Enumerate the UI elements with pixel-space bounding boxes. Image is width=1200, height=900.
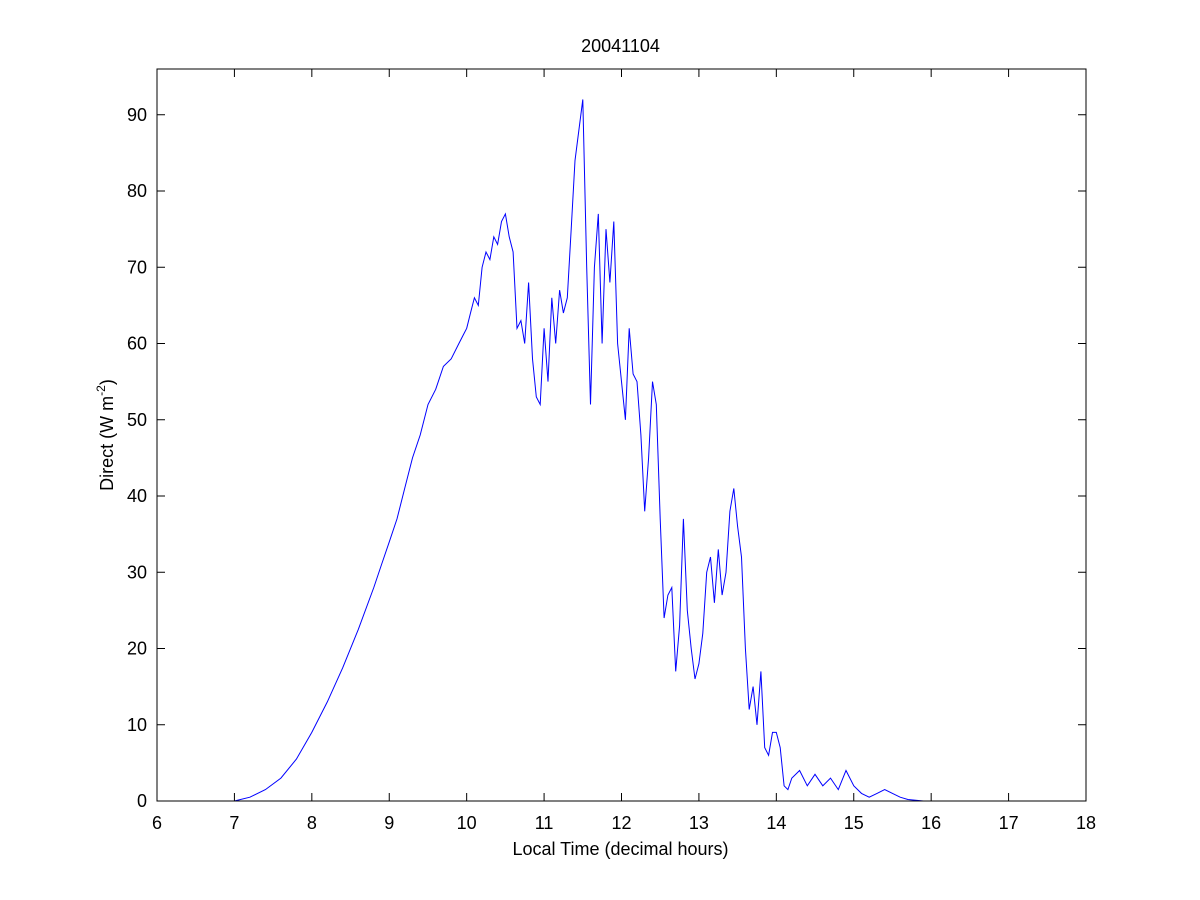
axes-box	[156, 68, 1087, 802]
plot-area	[157, 69, 1086, 801]
y-axis-label-superscript: -2	[94, 385, 108, 396]
y-tick-label: 40	[127, 486, 147, 506]
y-tick-label: 90	[127, 105, 147, 125]
x-tick-label: 12	[611, 813, 631, 833]
y-tick-label: 10	[127, 715, 147, 735]
y-tick-label: 0	[137, 791, 147, 811]
data-line	[234, 99, 924, 802]
y-tick-label: 50	[127, 410, 147, 430]
y-axis-label: Direct (W m-2)	[94, 379, 117, 491]
x-tick-label: 16	[921, 813, 941, 833]
x-tick-label: 13	[689, 813, 709, 833]
x-tick-label: 14	[766, 813, 786, 833]
x-tick-label: 9	[384, 813, 394, 833]
y-tick-label: 30	[127, 562, 147, 582]
y-tick-label: 20	[127, 639, 147, 659]
x-axis-ticks: 6 7 8 9 10 11 12 13 14 15 16 17 18	[152, 69, 1096, 833]
y-tick-label: 80	[127, 181, 147, 201]
chart-title: 20041104	[581, 36, 660, 56]
y-axis-ticks: 0 10 20 30 40 50 60 70 80 90	[127, 105, 1086, 811]
x-tick-label: 10	[457, 813, 477, 833]
y-tick-label: 70	[127, 257, 147, 277]
y-axis-label-text: Direct (W m	[97, 396, 117, 491]
x-tick-label: 15	[844, 813, 864, 833]
x-tick-label: 6	[152, 813, 162, 833]
x-axis-label: Local Time (decimal hours)	[512, 839, 728, 859]
x-tick-label: 8	[307, 813, 317, 833]
x-tick-label: 11	[535, 813, 554, 833]
y-tick-label: 60	[127, 334, 147, 354]
x-tick-label: 18	[1076, 813, 1096, 833]
x-tick-label: 17	[999, 813, 1019, 833]
x-tick-label: 7	[229, 813, 239, 833]
y-axis-label-suffix: )	[97, 379, 117, 385]
